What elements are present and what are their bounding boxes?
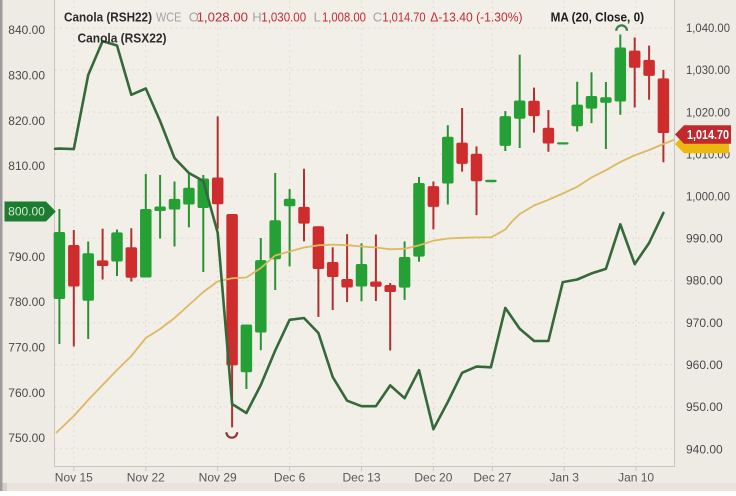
svg-text:980.00: 980.00 [686,274,723,288]
svg-text:830.00: 830.00 [8,69,45,83]
svg-text:H: H [252,10,261,25]
svg-text:1,030.00: 1,030.00 [686,63,730,77]
svg-text:1,020.00: 1,020.00 [686,105,730,119]
svg-text:Jan 3: Jan 3 [550,471,580,485]
svg-text:O: O [189,10,199,25]
svg-text:Jan 10: Jan 10 [618,471,654,485]
svg-text:MA (20, Close, 0): MA (20, Close, 0) [551,10,644,25]
svg-text:940.00: 940.00 [686,442,723,456]
svg-text:1,000.00: 1,000.00 [686,190,730,204]
svg-text:Nov 22: Nov 22 [127,471,165,485]
svg-text:790.00: 790.00 [8,250,45,264]
svg-text:810.00: 810.00 [8,159,45,173]
svg-text:970.00: 970.00 [686,316,723,330]
svg-text:L: L [314,10,321,25]
svg-text:1,030.00: 1,030.00 [261,10,306,25]
svg-text:960.00: 960.00 [686,358,723,372]
svg-text:1,040.00: 1,040.00 [686,21,730,35]
svg-text:760.00: 760.00 [8,386,45,400]
svg-text:840.00: 840.00 [8,23,45,37]
svg-text:1,008.00: 1,008.00 [322,10,366,25]
svg-text:950.00: 950.00 [686,400,723,414]
svg-text:Nov 29: Nov 29 [199,471,237,485]
svg-text:Canola (RSH22): Canola (RSH22) [64,10,152,25]
svg-text:WCE: WCE [156,10,182,25]
svg-text:1,014.70: 1,014.70 [687,127,729,142]
svg-text:Δ-13.40 (-1.30%): Δ-13.40 (-1.30%) [430,10,522,25]
svg-text:Dec 27: Dec 27 [473,471,511,485]
svg-text:750.00: 750.00 [8,431,45,445]
svg-text:1,014.70: 1,014.70 [382,10,425,25]
svg-text:1,028.00: 1,028.00 [197,10,248,25]
svg-text:990.00: 990.00 [686,232,723,246]
svg-text:Dec 13: Dec 13 [342,471,380,485]
svg-text:Nov 15: Nov 15 [55,471,93,485]
svg-text:780.00: 780.00 [8,295,45,309]
svg-text:820.00: 820.00 [8,114,45,128]
svg-text:800.00: 800.00 [8,205,45,219]
svg-text:Canola (RSX22): Canola (RSX22) [78,31,167,46]
svg-text:Dec 20: Dec 20 [414,471,452,485]
svg-text:Dec 6: Dec 6 [274,471,306,485]
svg-text:C: C [373,10,382,25]
svg-text:770.00: 770.00 [8,341,45,355]
